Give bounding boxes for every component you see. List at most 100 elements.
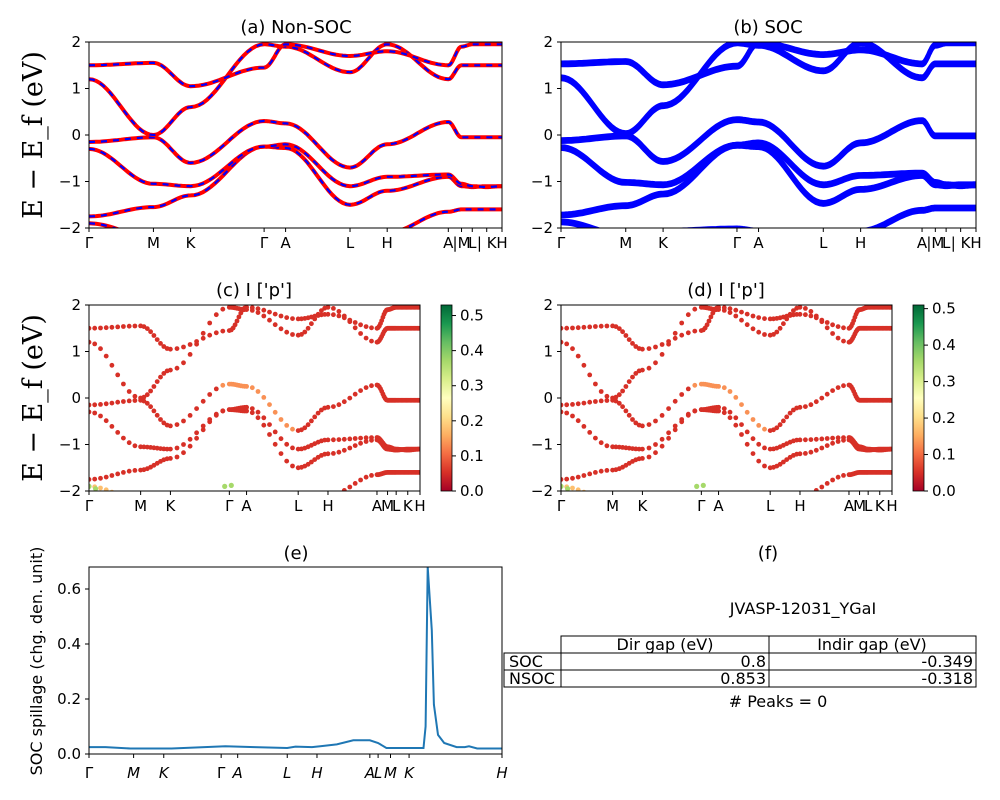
panel-d-dot: [653, 418, 658, 424]
panel-e-ytick-label: 0.0: [57, 745, 81, 763]
panel-d-dot: [751, 497, 756, 502]
panel-c-dot: [188, 493, 193, 498]
panel-e-xtick-label: K: [159, 764, 170, 782]
panel-d-dot: [819, 445, 825, 451]
panel-d-dot: [781, 496, 786, 501]
panel-c-dot: [312, 457, 318, 462]
panel-c-dot: [341, 447, 347, 453]
panel-c-dot: [233, 492, 238, 497]
panel-c-dot: [231, 491, 236, 496]
panel-e-xtick-label: M: [127, 764, 140, 782]
panel-e-ytick-label: 0.2: [57, 690, 81, 708]
panel-c-xtick-label: K: [403, 497, 414, 515]
panel-d-xtick-label: H: [794, 497, 805, 515]
panel-c-cbar-label: 0.2: [460, 412, 484, 430]
panel-c-dot: [200, 330, 206, 336]
panel-c-dot: [336, 402, 342, 408]
panel-c-dot: [358, 435, 363, 441]
panel-c-dot: [126, 398, 132, 404]
panel-c-dot: [141, 398, 147, 404]
panel-d-dots: [561, 305, 892, 502]
panel-c-cbar-label: 0.3: [460, 377, 484, 395]
panel-d-dot: [808, 437, 814, 442]
panel-e-xtick-label: A: [232, 764, 243, 782]
panel-c-dot: [278, 313, 284, 319]
panel-d-dot: [659, 352, 665, 357]
panel-c-dot: [331, 404, 336, 409]
panel-d-dot: [646, 365, 652, 371]
panel-c-dot: [249, 406, 255, 411]
panel-d-dot: [721, 305, 727, 311]
panel-d-dot: [692, 328, 698, 334]
panel-b-ytick-label: 2: [543, 33, 553, 51]
panel-d-dot: [750, 326, 756, 332]
panel-c-dot: [89, 477, 92, 482]
panel-c-dot: [261, 313, 267, 319]
panel-c-dot: [232, 322, 238, 328]
panel-c-dot: [109, 362, 115, 368]
panel-c-dot: [144, 392, 150, 398]
panel-c-dot: [115, 430, 121, 435]
panel-c-dot: [89, 483, 92, 489]
panel-d-cbar-label: 0.4: [932, 336, 956, 354]
panel-a-xtick-label: L: [468, 234, 477, 252]
panel-c-dot: [103, 325, 109, 331]
panel-c-dot: [194, 492, 199, 497]
panel-c-dot: [255, 310, 261, 315]
panel-c-dot: [126, 468, 132, 474]
panel-c-dot: [98, 413, 103, 419]
panel-b-band-line: [561, 204, 976, 228]
panel-a-xtick-label: A: [443, 234, 454, 252]
panel-d-dot: [692, 408, 698, 414]
panel-c-dot: [331, 306, 336, 311]
material-id: JVASP-12031_YGaI: [729, 599, 876, 619]
panel-c-dot: [363, 474, 369, 480]
panel-d-dot: [616, 392, 622, 398]
panel-c-dot: [213, 312, 219, 318]
panel-d-dot: [835, 335, 841, 341]
panel-c-dot: [168, 346, 173, 352]
panel-c-dot: [194, 430, 200, 436]
panel-c-dot: [109, 489, 115, 491]
panel-a-xtick-label: L: [346, 234, 355, 252]
panel-d-dot: [581, 473, 587, 478]
panel-c-dot: [174, 454, 180, 460]
panel-d-dot: [627, 495, 632, 500]
panel-c-dot: [363, 439, 369, 444]
panel-c-dot: [316, 494, 321, 499]
panel-c-dot: [89, 402, 92, 408]
panel-c-dot: [200, 427, 206, 433]
panel-b-band-line: [561, 42, 976, 86]
panel-d-dot: [660, 493, 665, 498]
panel-c-dot: [309, 496, 314, 501]
panel-a-xtick-label: Γ: [85, 234, 94, 252]
panel-c-dot: [158, 417, 163, 422]
panel-c-dot: [181, 493, 186, 498]
panel-d-dot: [889, 325, 892, 331]
panel-d-dot: [824, 436, 830, 441]
panel-d-dot: [739, 432, 744, 437]
panel-c-dot: [144, 400, 150, 406]
panel-c-dot: [148, 388, 154, 394]
panel-c-dot: [187, 436, 193, 442]
panel-c-dot: [284, 497, 289, 502]
panel-c-dot: [92, 402, 98, 408]
panel-c-dot: [261, 395, 267, 400]
panel-c-dot: [234, 318, 240, 324]
panel-c-dot: [331, 312, 336, 318]
panel-c-dot: [325, 305, 331, 310]
panel-b-yticks: −2 −1 0 1 2: [531, 33, 561, 237]
panel-d-dot: [774, 425, 780, 431]
panel-c-dot: [267, 309, 272, 315]
panel-c-dot: [155, 495, 160, 500]
panel-d-dot: [841, 325, 846, 331]
panel-e-xtick-label: L: [374, 764, 382, 782]
panel-a-ytick-label: 0: [71, 126, 81, 144]
panel-c-dot: [168, 423, 173, 429]
panel-c-dot: [278, 417, 284, 422]
panel-d-dot: [777, 422, 783, 428]
panel-c-dot: [347, 436, 353, 442]
